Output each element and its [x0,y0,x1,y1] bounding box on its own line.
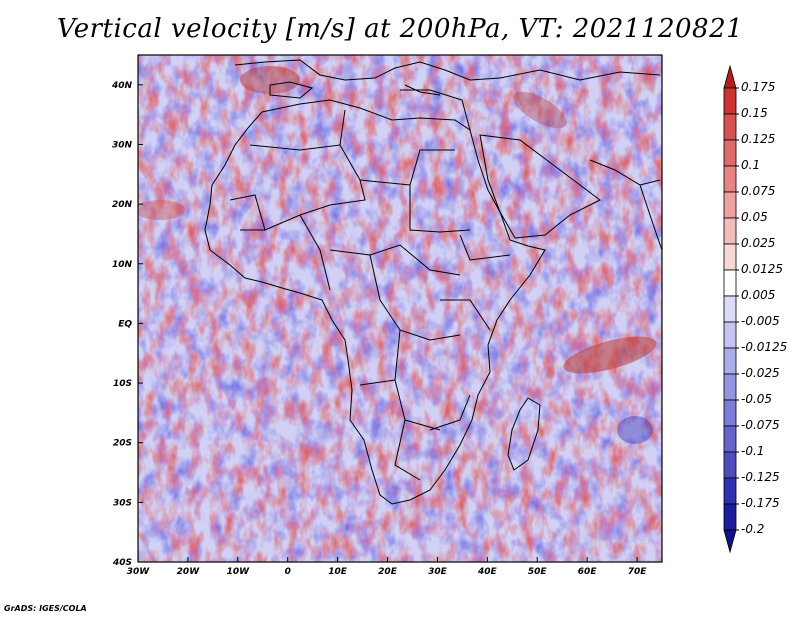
colorbar-segment [723,113,737,141]
colorbar-segment [723,373,737,401]
colorbar-label: -0.0125 [741,340,788,354]
longitude-axis: 30W 20W 10W 0 10E 20E 30E 40E 50E 60E 70E [127,557,647,577]
credit-text: GrADS: IGES/COLA [4,604,87,613]
lat-tick-label: 20N [112,200,133,210]
colorbar-segment [723,451,737,479]
lon-tick-label: 60E [578,567,598,577]
lon-tick-label: 30E [428,567,448,577]
colorbar-top-arrow [723,64,737,89]
lat-tick-label: 30N [112,140,133,150]
lat-tick-label: 10S [113,379,132,389]
lon-tick-label: 30W [127,567,151,577]
colorbar-label: 0.0125 [741,262,783,276]
colorbar-segment [723,503,737,531]
colorbar-segment [723,243,737,271]
velocity-field [138,55,662,562]
colorbar-label: -0.025 [741,366,780,380]
colorbar-label: 0.075 [741,184,776,198]
lat-tick-label: 30S [113,498,132,508]
colorbar-label: -0.2 [741,522,765,536]
lon-tick-label: 20W [177,567,201,577]
colorbar-segment [723,139,737,167]
lat-tick-label: 20S [113,439,132,449]
lat-tick-label: 40N [111,81,133,91]
colorbar-segment [723,87,737,115]
colorbar-segment [723,191,737,219]
lon-tick-label: 70E [628,567,648,577]
colorbar-segment [723,347,737,375]
colorbar-label: 0.15 [741,106,768,120]
map-title: Vertical velocity [m/s] at 200hPa, VT: 2… [56,14,744,44]
colorbar [723,64,739,554]
colorbar-segment [723,295,737,323]
lon-tick-label: 50E [528,567,548,577]
lat-tick-label: EQ [118,319,132,329]
colorbar-segment [723,477,737,505]
colorbar-label: 0.125 [741,132,776,146]
lon-tick-label: 10W [227,567,251,577]
lat-tick-label: 40S [112,558,132,568]
colorbar-label: -0.1 [741,444,765,458]
lon-tick-label: 20E [378,567,398,577]
colorbar-label: -0.125 [741,470,780,484]
colorbar-label: -0.175 [741,496,780,510]
latitude-axis: 40N 30N 20N 10N EQ 10S 20S 30S 40S [111,81,143,568]
colorbar-segment [723,269,737,297]
colorbar-label: 0.1 [741,158,761,172]
map-frame [137,54,663,563]
lon-tick-label: 40E [477,567,498,577]
colorbar-segment [723,399,737,427]
lon-tick-label: 0 [285,567,291,577]
coastlines [204,59,663,505]
colorbar-segment [723,165,737,193]
colorbar-bottom-arrow [723,529,737,554]
colorbar-segment [723,425,737,453]
lon-tick-label: 10E [328,567,348,577]
colorbar-label: -0.075 [741,418,780,432]
lat-tick-label: 10N [112,260,133,270]
colorbar-label: -0.05 [741,392,773,406]
colorbar-label: 0.175 [741,80,776,94]
colorbar-label: 0.005 [741,288,776,302]
colorbar-segment [723,321,737,349]
colorbar-label: -0.005 [741,314,780,328]
colorbar-label: 0.05 [741,210,768,224]
colorbar-label: 0.025 [741,236,776,250]
colorbar-segment [723,217,737,245]
